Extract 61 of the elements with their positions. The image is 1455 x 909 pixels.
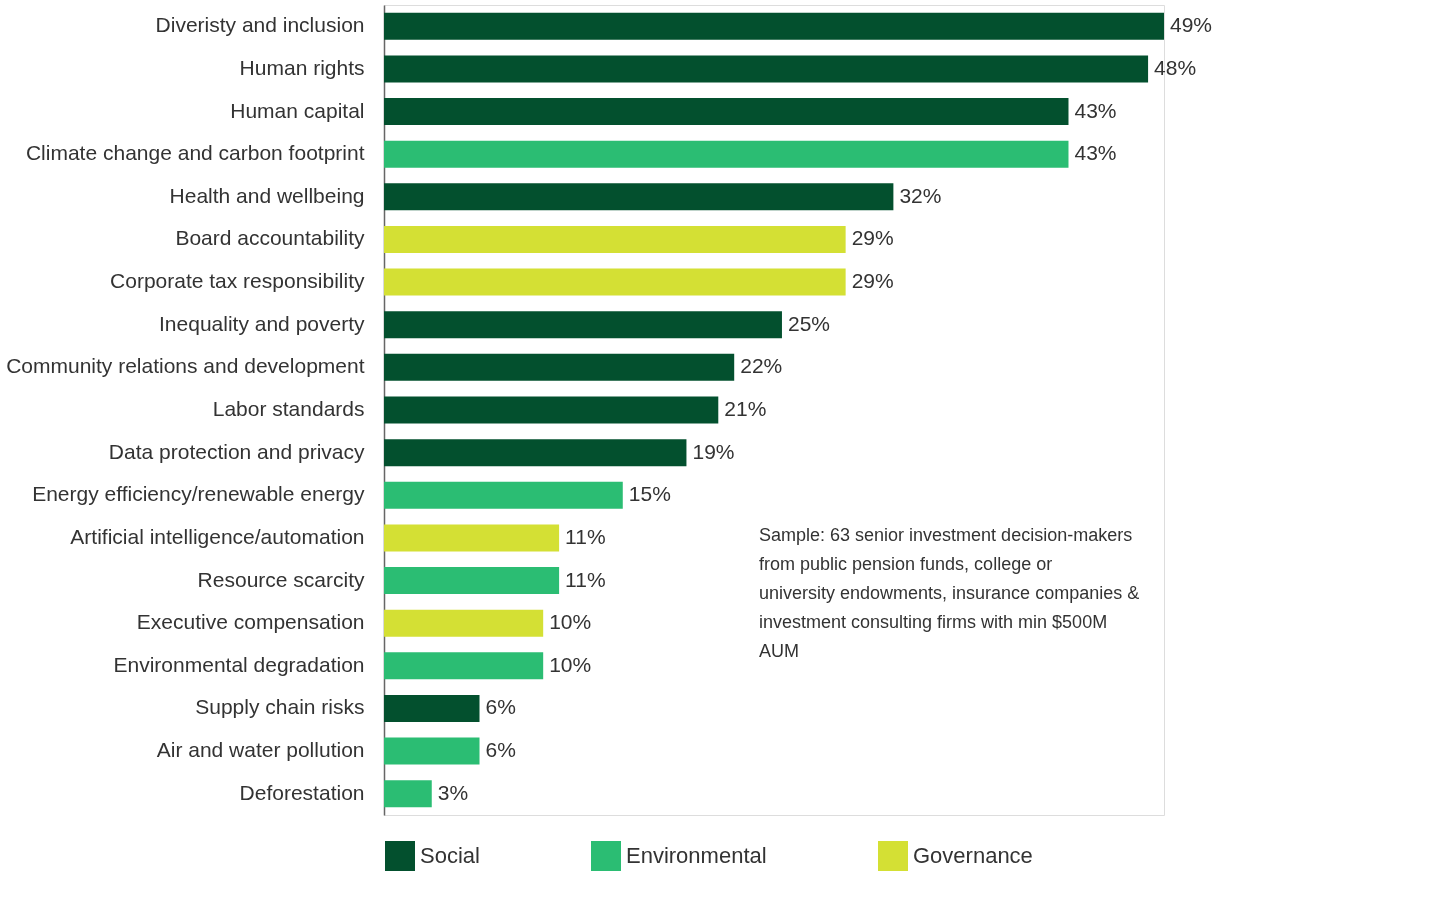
data-label: 21% [724, 397, 767, 420]
data-label: 43% [1074, 98, 1117, 122]
data-label: 25% [787, 311, 830, 335]
bar [384, 311, 782, 339]
data-label: 11% [565, 567, 606, 591]
data-label: 49% [1170, 13, 1213, 37]
bar [384, 737, 480, 765]
legend-label: Social [420, 843, 480, 868]
bar [384, 12, 1164, 40]
data-label: 29% [851, 226, 894, 250]
y-tick-label: Artificial intelligence/automation [70, 524, 365, 548]
bar [384, 694, 480, 722]
y-tick-label: Energy efficiency/renewable energy [32, 482, 365, 506]
y-tick-label: Human rights [239, 55, 365, 79]
y-tick-label: Diveristy and inclusion [155, 13, 365, 37]
data-label: 6% [485, 738, 516, 762]
legend-label: Governance [913, 843, 1033, 868]
bar [384, 524, 560, 552]
bar [384, 396, 719, 424]
bar [384, 55, 1149, 83]
y-tick-label: Climate change and carbon footprint [25, 141, 365, 165]
data-label: 15% [628, 482, 671, 506]
y-tick-label: Community relations and development [6, 354, 365, 378]
bar [384, 780, 432, 808]
y-tick-label: Health and wellbeing [169, 183, 365, 207]
data-label: 22% [740, 354, 783, 378]
bar [384, 481, 623, 509]
bar [384, 140, 1069, 168]
y-tick-label: Labor standards [212, 397, 365, 420]
y-tick-label: Board accountability [175, 226, 365, 250]
data-label: 11% [565, 524, 606, 548]
data-label: 43% [1074, 141, 1117, 165]
y-tick-label: Data protection and privacy [108, 439, 365, 463]
data-label: 19% [692, 439, 735, 463]
bar [384, 183, 894, 211]
bar [384, 98, 1069, 126]
bar [384, 353, 735, 381]
data-label: 10% [549, 652, 592, 676]
data-label: 29% [851, 269, 894, 293]
annotation: Sample: 63 senior investment decision-makers from public pension funds, college or university endowments, insurance companies & investment consulting firms with min $500M AUM [759, 525, 1140, 661]
y-tick-label: Resource scarcity [197, 567, 365, 591]
y-tick-label: Inequality and poverty [159, 311, 365, 335]
y-tick-label: Environmental degradation [113, 652, 365, 676]
data-label: 48% [1154, 55, 1197, 79]
bar [384, 225, 846, 253]
bar [384, 652, 544, 680]
y-tick-label: Human capital [230, 98, 365, 122]
y-tick-label: Executive compensation [136, 610, 365, 634]
y-tick-label: Corporate tax responsibility [110, 269, 365, 293]
y-tick-label: Supply chain risks [195, 695, 365, 719]
bar [384, 609, 544, 637]
y-tick-label: Deforestation [239, 780, 365, 804]
y-tick-label: Air and water pollution [156, 738, 365, 762]
data-label: 10% [549, 610, 592, 634]
data-label: 6% [485, 695, 516, 719]
data-label: 32% [899, 183, 942, 207]
bar [384, 439, 687, 467]
data-label: 3% [437, 780, 469, 804]
bar [384, 268, 846, 296]
bar [384, 567, 560, 595]
legend-label: Environmental [626, 843, 767, 868]
